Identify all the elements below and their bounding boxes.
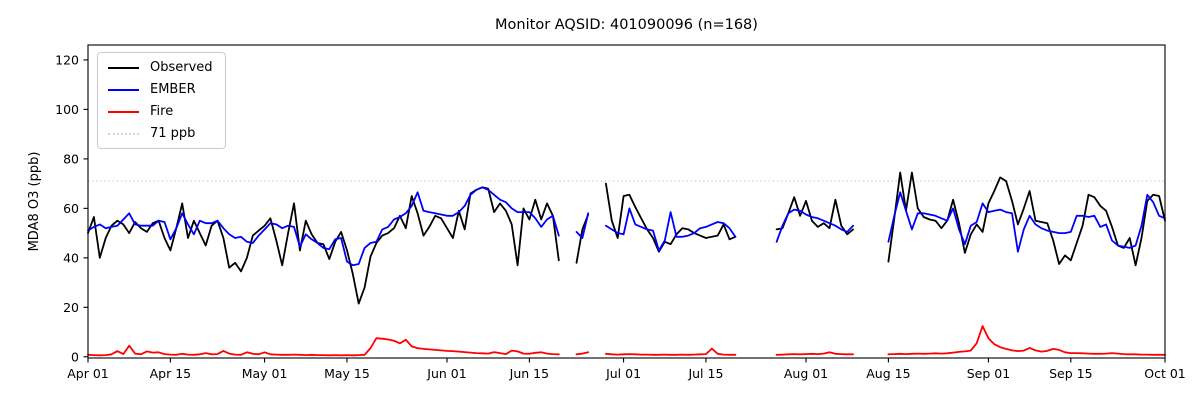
svg-text:Apr 01: Apr 01 xyxy=(67,366,109,381)
x-axis: Apr 01 Apr 15 May 01 May 15 Jun 01 Jun 15 Jul … xyxy=(67,358,1186,381)
svg-text:120: 120 xyxy=(55,52,79,67)
legend-swatch-icon xyxy=(108,88,139,91)
legend-swatch-icon xyxy=(108,132,139,135)
svg-text:Apr 15: Apr 15 xyxy=(150,366,192,381)
svg-text:0: 0 xyxy=(71,349,79,364)
svg-text:40: 40 xyxy=(63,250,79,265)
svg-text:Jun 01: Jun 01 xyxy=(426,366,466,381)
legend-swatch-icon xyxy=(108,66,139,69)
svg-text:100: 100 xyxy=(55,102,79,117)
svg-text:Aug 15: Aug 15 xyxy=(866,366,910,381)
legend-item-ember: EMBER xyxy=(108,82,213,97)
legend-label: Fire xyxy=(150,104,174,119)
svg-text:Sep 01: Sep 01 xyxy=(967,366,1010,381)
legend-swatch-icon xyxy=(108,110,139,113)
legend-item-observed: Observed xyxy=(108,60,213,75)
legend-label: Observed xyxy=(150,60,213,75)
y-axis-label: MDA8 O3 (ppb) xyxy=(27,152,42,252)
y-axis: 0 20 40 60 80 100 120 MDA8 O3 (ppb) xyxy=(27,52,88,364)
svg-text:May 01: May 01 xyxy=(242,366,288,381)
svg-text:Jul 15: Jul 15 xyxy=(687,366,723,381)
ember-line xyxy=(87,186,1166,267)
legend-item-71-ppb: 71 ppb xyxy=(108,126,213,141)
legend-item-fire: Fire xyxy=(108,104,213,119)
svg-text:Sep 15: Sep 15 xyxy=(1049,366,1092,381)
legend-label: EMBER xyxy=(150,82,196,97)
svg-text:Jun 15: Jun 15 xyxy=(509,366,549,381)
legend: Observed EMBER Fire 71 ppb xyxy=(97,52,226,149)
axes-frame xyxy=(87,44,1166,359)
svg-text:Jul 01: Jul 01 xyxy=(605,366,641,381)
fire-line xyxy=(87,325,1166,357)
svg-text:Aug 01: Aug 01 xyxy=(784,366,828,381)
svg-text:60: 60 xyxy=(63,201,79,216)
svg-text:Oct 01: Oct 01 xyxy=(1144,366,1186,381)
legend-label: 71 ppb xyxy=(150,126,196,141)
chart-title: Monitor AQSID: 401090096 (n=168) xyxy=(495,17,758,33)
svg-text:May 15: May 15 xyxy=(324,366,370,381)
svg-text:80: 80 xyxy=(63,151,79,166)
svg-text:20: 20 xyxy=(63,300,79,315)
observed-line xyxy=(87,171,1166,305)
